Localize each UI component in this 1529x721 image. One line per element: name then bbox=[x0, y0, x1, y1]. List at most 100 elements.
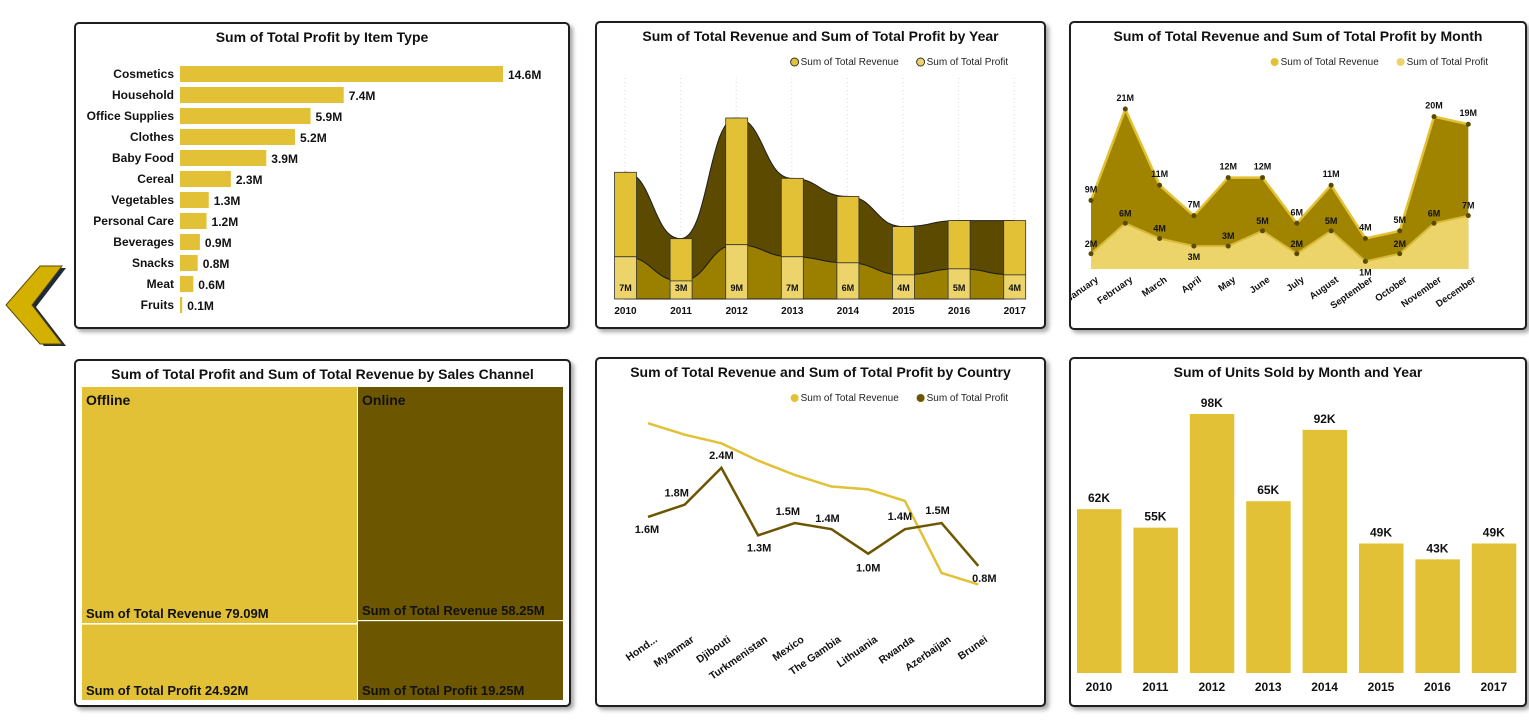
treemap-offline-profit[interactable]: Sum of Total Profit 24.92M bbox=[82, 624, 357, 700]
revenue-label: 7M bbox=[1188, 200, 1201, 210]
x-tick-label: March bbox=[1140, 274, 1169, 299]
revenue-bar bbox=[780, 177, 804, 258]
revenue-point bbox=[1294, 220, 1300, 226]
data-label: 65K bbox=[1257, 483, 1279, 497]
bar bbox=[1077, 509, 1122, 673]
profit-bar bbox=[947, 268, 971, 300]
revenue-label: 11M bbox=[1323, 169, 1340, 179]
profit-label: 4M bbox=[1008, 283, 1021, 293]
revenue-label: 21M bbox=[1117, 93, 1135, 103]
profit-point bbox=[1225, 243, 1231, 249]
data-label: 5.2M bbox=[300, 131, 327, 145]
legend-label: Sum of Total Revenue bbox=[801, 57, 900, 68]
profit-label: 5M bbox=[1256, 216, 1269, 226]
treemap-group-label: Offline bbox=[86, 392, 131, 408]
data-label: 7.4M bbox=[349, 89, 376, 103]
profit-label: 7M bbox=[786, 283, 799, 293]
profit-label: 0.8M bbox=[972, 573, 996, 585]
x-tick-label: 2014 bbox=[1311, 680, 1338, 694]
chevron-left-icon bbox=[5, 265, 66, 346]
profit-point bbox=[1294, 251, 1300, 257]
profit-bar bbox=[614, 256, 637, 300]
data-label: 43K bbox=[1426, 541, 1448, 555]
category-label: Vegetables bbox=[111, 193, 174, 207]
bar bbox=[180, 255, 198, 271]
profit-point bbox=[1397, 251, 1403, 257]
profit-label: 1.4M bbox=[815, 513, 839, 525]
treemap-online-profit[interactable]: Sum of Total Profit 19.25M bbox=[358, 621, 563, 700]
legend-marker bbox=[916, 394, 925, 402]
revenue-profit-by-year-card: Sum of Total Revenue and Sum of Total Pr… bbox=[595, 21, 1046, 329]
profit-label: 5M bbox=[953, 283, 966, 293]
category-label: Snacks bbox=[132, 256, 174, 270]
profit-point bbox=[1362, 258, 1368, 264]
bar bbox=[180, 129, 296, 145]
revenue-point bbox=[1362, 236, 1368, 242]
category-label: Personal Care bbox=[93, 214, 174, 228]
profit-label: 1.5M bbox=[925, 505, 949, 517]
revenue-bar bbox=[725, 117, 749, 246]
category-label: Meat bbox=[147, 277, 174, 291]
data-label: 3.9M bbox=[271, 152, 298, 166]
x-tick-label: 2013 bbox=[1255, 680, 1282, 694]
chart-title: Sum of Total Revenue and Sum of Total Pr… bbox=[630, 364, 1011, 380]
sales-channel-card: Sum of Total Profit and Sum of Total Rev… bbox=[74, 359, 571, 707]
profit-label: 2M bbox=[1393, 239, 1406, 249]
treemap-offline-revenue[interactable]: Offline Sum of Total Revenue 79.09M bbox=[82, 387, 357, 623]
data-label: 49K bbox=[1483, 526, 1505, 540]
profit-label: 6M bbox=[842, 283, 855, 293]
profit-label: 1.6M bbox=[635, 524, 659, 536]
x-tick-label: 2015 bbox=[1368, 680, 1395, 694]
profit-point bbox=[1465, 213, 1471, 219]
legend-label: Sum of Total Profit bbox=[927, 393, 1009, 404]
revenue-bar bbox=[836, 196, 860, 264]
bar bbox=[1246, 501, 1291, 673]
profit-label: 1.4M bbox=[888, 511, 912, 523]
revenue-point bbox=[1191, 213, 1197, 219]
treemap-online-revenue[interactable]: Online Sum of Total Revenue 58.25M bbox=[358, 387, 563, 620]
revenue-profit-by-year-chart: Sum of Total Revenue Sum of Total Profit 7… bbox=[614, 57, 1026, 317]
revenue-point bbox=[1431, 114, 1437, 120]
profit-label: 3M bbox=[1222, 231, 1235, 241]
profit-label: 2M bbox=[1291, 239, 1304, 249]
profit-label: 1.8M bbox=[664, 488, 688, 500]
profit-point bbox=[1431, 220, 1437, 226]
legend-label: Sum of Total Revenue bbox=[1281, 57, 1380, 68]
bar bbox=[1471, 543, 1517, 673]
category-label: Cosmetics bbox=[113, 67, 174, 81]
revenue-point bbox=[1157, 182, 1163, 188]
x-tick-label: 2011 bbox=[1142, 680, 1168, 694]
profit-label: 3M bbox=[1188, 252, 1201, 262]
category-label: Household bbox=[112, 88, 174, 102]
x-tick-label: February bbox=[1095, 274, 1135, 307]
profit-by-item-chart: Cosmetics 14.6M Household 7.4M Office Suppli… bbox=[87, 66, 541, 313]
profit-label: 6M bbox=[1428, 208, 1441, 218]
bar bbox=[180, 213, 207, 229]
bar bbox=[1133, 527, 1178, 673]
profit-label: 1.0M bbox=[856, 563, 880, 575]
profit-label: 1M bbox=[1359, 267, 1372, 277]
back-button[interactable] bbox=[2, 262, 72, 352]
units-sold-chart: 62K 2010 55K 2011 98K 2012 65K 2013 92K 2014 49K 20… bbox=[1077, 396, 1517, 694]
legend-label: Sum of Total Revenue bbox=[801, 393, 900, 404]
revenue-label: 19M bbox=[1460, 108, 1478, 118]
x-tick-label: 2012 bbox=[1198, 680, 1225, 694]
treemap-value-label: Sum of Total Profit 24.92M bbox=[86, 683, 249, 698]
category-label: Clothes bbox=[130, 130, 174, 144]
bar bbox=[180, 192, 209, 208]
profit-line bbox=[1090, 214, 1469, 263]
profit-label: 5M bbox=[1325, 216, 1338, 226]
profit-label: 6M bbox=[1119, 208, 1132, 218]
data-label: 62K bbox=[1088, 491, 1110, 505]
x-tick-label: 2010 bbox=[1086, 680, 1113, 694]
category-label: Beverages bbox=[113, 235, 174, 249]
bar bbox=[1415, 559, 1460, 673]
bar bbox=[180, 234, 200, 250]
profit-label: 1.5M bbox=[776, 506, 800, 518]
revenue-bar bbox=[614, 171, 637, 258]
bar bbox=[1189, 414, 1235, 673]
data-label: 55K bbox=[1144, 510, 1166, 524]
treemap-value-label: Sum of Total Profit 19.25M bbox=[362, 683, 525, 698]
chart-title: Sum of Total Profit and Sum of Total Rev… bbox=[111, 366, 534, 382]
chart-title: Sum of Total Revenue and Sum of Total Pr… bbox=[1113, 28, 1483, 44]
